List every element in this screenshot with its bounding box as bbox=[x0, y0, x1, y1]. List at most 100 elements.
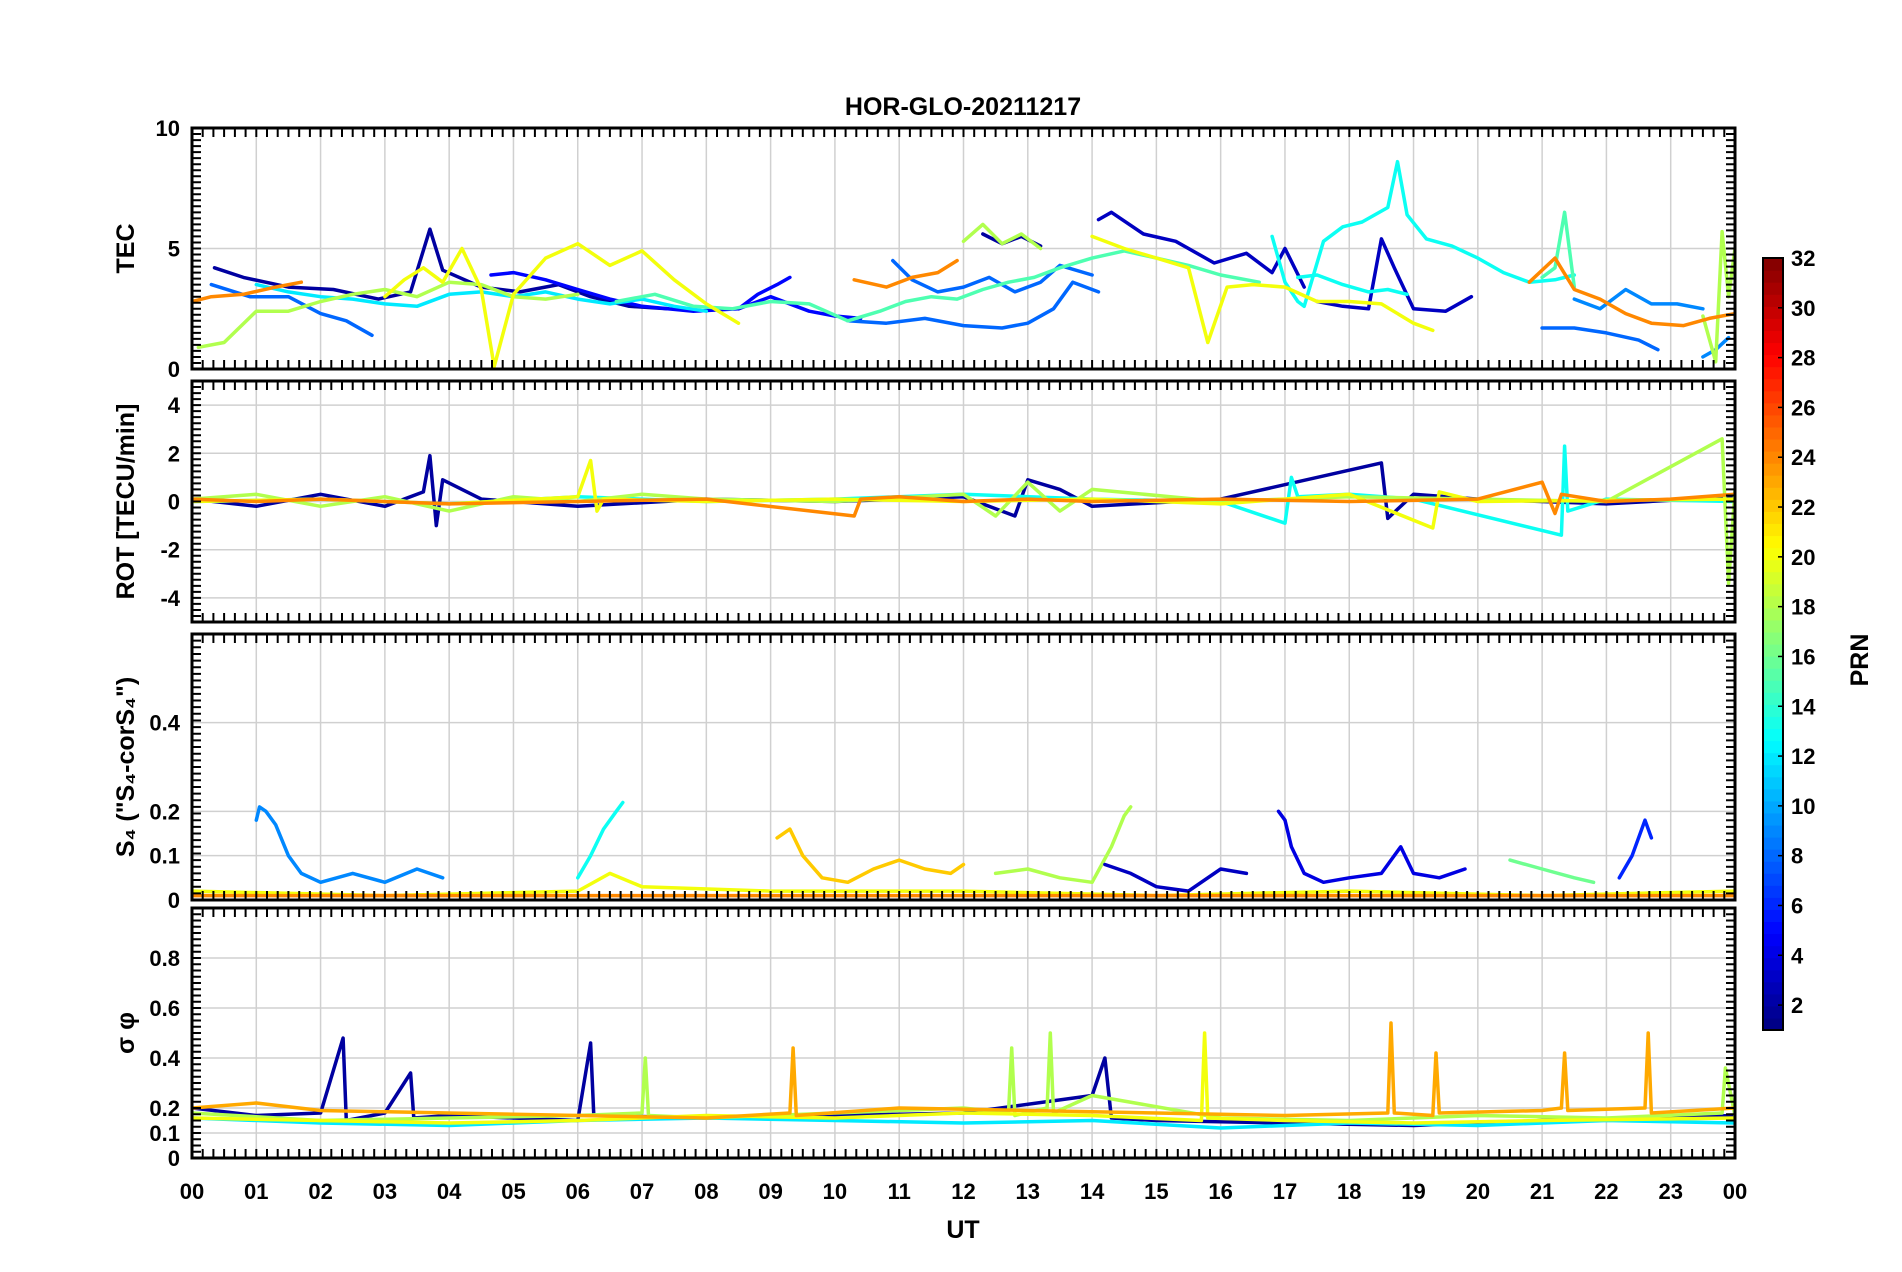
series-line-prn-3 bbox=[1315, 237, 1474, 313]
colorbar-swatch bbox=[1763, 258, 1783, 271]
colorbar-tick-label: 24 bbox=[1791, 445, 1816, 470]
colorbar-tick-label: 8 bbox=[1791, 844, 1803, 869]
y-tick-label: 0.1 bbox=[149, 1121, 180, 1146]
series-line-prn-15 bbox=[1540, 210, 1577, 289]
series-line-prn-2 bbox=[212, 227, 670, 311]
x-tick-label: 00 bbox=[1723, 1179, 1747, 1204]
colorbar-swatch bbox=[1763, 897, 1783, 910]
series-line-prn-5 bbox=[736, 275, 792, 311]
panel-S4: 0 0.1 0.2 0.4 S₄ ("S₄-corS₄") bbox=[112, 632, 1737, 913]
series-line-prn-3 bbox=[1103, 862, 1249, 893]
colorbar-swatch bbox=[1763, 487, 1783, 500]
x-tick-label: 04 bbox=[437, 1179, 462, 1204]
colorbar-swatch bbox=[1763, 559, 1783, 573]
colorbar-swatch bbox=[1763, 656, 1783, 669]
colorbar-swatch bbox=[1763, 873, 1783, 886]
series-line-prn-8 bbox=[846, 280, 1101, 330]
panel-sigma-phi: 00.10.2 0.4 0.6 0.8 σ φ bbox=[112, 906, 1737, 1171]
colorbar-swatch bbox=[1763, 414, 1783, 428]
y-tick-label: -2 bbox=[160, 538, 180, 563]
colorbar-swatch bbox=[1763, 631, 1783, 645]
colorbar-frame bbox=[1762, 257, 1784, 1031]
y-tick-label: 0 bbox=[168, 357, 180, 382]
x-tick-label: 06 bbox=[566, 1179, 590, 1204]
colorbar-swatch bbox=[1763, 511, 1783, 524]
series-line-prn-18 bbox=[192, 1031, 1735, 1123]
colorbar-swatch bbox=[1763, 849, 1783, 862]
y-tick-label: 2 bbox=[168, 441, 180, 466]
colorbar-tick-label: 18 bbox=[1791, 595, 1815, 620]
colorbar-swatch bbox=[1763, 969, 1783, 983]
x-tick-label: 20 bbox=[1466, 1179, 1490, 1204]
y-tick-label: 10 bbox=[156, 116, 180, 141]
panel-TEC: 0 5 10 TEC bbox=[112, 116, 1737, 382]
y-tick-label: 5 bbox=[168, 237, 180, 262]
y-tick-label: 0.6 bbox=[149, 996, 180, 1021]
x-tick-label: 18 bbox=[1337, 1179, 1361, 1204]
colorbar-label: PRN bbox=[1846, 634, 1874, 687]
y-tick-label: 0 bbox=[168, 1146, 180, 1171]
colorbar-swatch bbox=[1763, 812, 1783, 826]
colorbar-swatch bbox=[1763, 1017, 1783, 1031]
colorbar-swatch bbox=[1763, 824, 1783, 838]
colorbar-swatch bbox=[1763, 885, 1783, 898]
colorbar-tick-label: 2 bbox=[1791, 993, 1803, 1018]
colorbar-swatch bbox=[1763, 330, 1783, 344]
colorbar-tick-label: 14 bbox=[1791, 694, 1816, 719]
colorbar-swatch bbox=[1763, 438, 1783, 452]
series-line-prn-13 bbox=[1296, 273, 1409, 297]
x-tick-label: 23 bbox=[1658, 1179, 1682, 1204]
colorbar-swatch bbox=[1763, 692, 1783, 705]
y-tick-label: 0.1 bbox=[149, 844, 180, 869]
series-line-prn-3 bbox=[1096, 210, 1306, 289]
colorbar-tick-label: 28 bbox=[1791, 346, 1815, 371]
colorbar-tick-label: 12 bbox=[1791, 744, 1815, 769]
series-line-prn-24 bbox=[192, 280, 304, 304]
colorbar-swatch bbox=[1763, 619, 1783, 633]
y-axis-label: ROT [TECU/min] bbox=[112, 404, 140, 600]
colorbar-swatch bbox=[1763, 366, 1783, 380]
series-line-prn-12 bbox=[192, 1116, 1735, 1130]
x-tick-label: 03 bbox=[373, 1179, 397, 1204]
colorbar-swatch bbox=[1763, 788, 1783, 802]
x-tick-label: 19 bbox=[1401, 1179, 1425, 1204]
colorbar-swatch bbox=[1763, 342, 1783, 356]
series-line-prn-18 bbox=[961, 222, 1043, 251]
series-group bbox=[192, 159, 1735, 369]
y-tick-label: 0.4 bbox=[149, 1046, 180, 1071]
x-tick-label: 02 bbox=[308, 1179, 332, 1204]
colorbar-swatch bbox=[1763, 837, 1783, 850]
colorbar-swatch bbox=[1763, 535, 1783, 549]
colorbar-tick-label: 16 bbox=[1791, 644, 1815, 669]
colorbar-tick-label: 4 bbox=[1791, 943, 1804, 968]
x-tick-label: 10 bbox=[823, 1179, 847, 1204]
series-line-prn-20 bbox=[192, 458, 1735, 530]
series-line-prn-23 bbox=[192, 1021, 1735, 1120]
colorbar-swatch bbox=[1763, 861, 1783, 874]
series-group bbox=[192, 437, 1735, 586]
colorbar-swatch bbox=[1763, 354, 1783, 368]
colorbar-swatch bbox=[1763, 1005, 1783, 1019]
x-tick-label: 14 bbox=[1080, 1179, 1105, 1204]
colorbar-swatch bbox=[1763, 704, 1783, 717]
figure-title: HOR-GLO-20211217 bbox=[845, 93, 1081, 121]
y-tick-label: 0.2 bbox=[149, 1096, 180, 1121]
colorbar-swatch bbox=[1763, 909, 1783, 923]
colorbar-swatch bbox=[1763, 933, 1783, 947]
colorbar-swatch bbox=[1763, 583, 1783, 597]
colorbar-swatch bbox=[1763, 945, 1783, 959]
series-line-prn-24 bbox=[852, 258, 959, 289]
y-tick-label: 0.2 bbox=[149, 799, 180, 824]
colorbar-swatch bbox=[1763, 740, 1783, 754]
colorbar-swatch bbox=[1763, 571, 1783, 585]
series-line-prn-24 bbox=[1527, 256, 1735, 328]
series-line-prn-20 bbox=[1090, 234, 1435, 345]
colorbar-swatch bbox=[1763, 270, 1783, 283]
series-group bbox=[192, 1021, 1735, 1130]
colorbar-swatch bbox=[1763, 776, 1783, 790]
colorbar-swatch bbox=[1763, 475, 1783, 488]
x-tick-label: 09 bbox=[758, 1179, 782, 1204]
series-line-prn-13 bbox=[1270, 159, 1577, 309]
